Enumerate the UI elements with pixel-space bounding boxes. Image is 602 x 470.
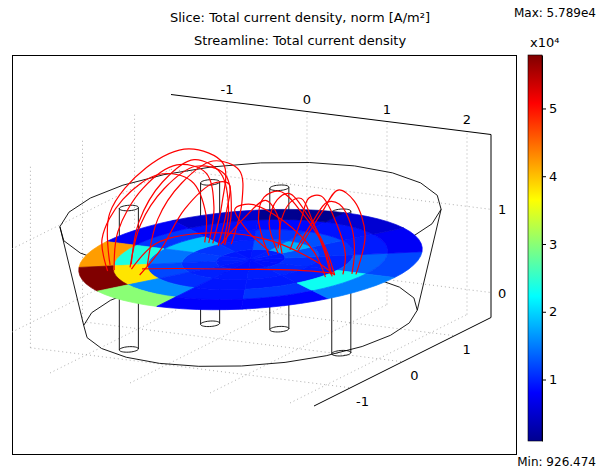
grid-line [467,132,468,315]
chart-container: Slice: Total current density, norm [A/m²… [0,0,602,470]
y-tick-label: 0 [410,368,418,383]
streamline [258,191,332,276]
streamline [114,164,214,270]
grid-line [290,315,467,404]
slice-cell [213,269,249,280]
z-axis-line [491,135,492,318]
chart-svg: Slice: Total current density, norm [A/m²… [0,0,602,470]
slice-cell [251,250,270,260]
colorbar-tick-mark [542,380,546,381]
slice-cell [194,278,247,289]
colorbar-bar [528,55,542,441]
streamline [298,190,365,274]
colorbar: 1 2 3 4 5 x10⁴ Max: 5.789e4 Min: 926.474 [514,6,596,469]
grid-line [171,169,491,209]
slice-cell [157,297,243,310]
axes: -1 0 1 2 0 1 -1 0 1 [171,82,506,409]
domain-outline [60,163,441,367]
subtitle: Streamline: Total current density [194,33,407,48]
streamline [235,204,326,277]
grid-line [83,322,403,362]
grid-line [30,165,31,348]
colorbar-tick: 1 [542,372,557,387]
x-axis-line [171,95,491,135]
streamline [102,174,207,271]
colorbar-axis: 1 2 3 4 5 [542,56,557,442]
slice-cell [173,210,260,228]
y-tick-label: -1 [356,394,369,409]
colorbar-tick: 3 [542,237,557,252]
plot-area [12,102,491,404]
y-tick-label: 1 [462,342,470,357]
colorbar-tick-label: 2 [549,304,557,319]
colorbar-tick: 4 [542,169,557,184]
x-tick-label: 2 [463,112,471,127]
z-tick-label: 1 [498,202,506,217]
grid-line [210,305,387,394]
slice-cell [313,274,395,299]
plot-frame [13,56,517,455]
colorbar-axis-line [542,56,543,442]
streamline [131,233,334,275]
grid [12,102,491,404]
y-axis-line [314,318,491,407]
colorbar-max-label: Max: 5.789e4 [514,6,596,20]
grid-line [130,295,307,384]
colorbar-tick-mark [542,176,546,177]
colorbar-tick-mark [542,312,546,313]
streamlines-above [102,149,365,277]
slice-cell [107,221,189,246]
streamline [269,193,335,275]
colorbar-tick-label: 5 [549,101,557,116]
colorbar-tick-mark [542,244,546,245]
slice-cell [79,242,135,268]
colorbar-tick-mark [542,108,546,109]
colorbar-tick-label: 1 [549,372,557,387]
title: Slice: Total current density, norm [A/m²… [170,10,430,25]
slice-cell [241,291,328,309]
x-tick-label: 1 [383,102,391,117]
colorbar-tick: 5 [542,101,557,116]
electrodes [119,180,351,356]
x-tick-label: -1 [221,82,234,97]
streamline [142,269,333,274]
colorbar-tick-label: 3 [549,237,557,252]
colorbar-tick: 2 [542,304,557,319]
colorbar-min-label: Min: 926.474 [517,455,596,469]
slice-cell [232,260,251,270]
grid-line [30,348,350,388]
grid-line [82,139,83,322]
slice [79,209,422,309]
z-tick-label: 0 [498,286,506,301]
x-tick-label: 0 [303,92,311,107]
streamline [147,161,243,266]
colorbar-tick-label: 4 [549,169,557,184]
slice-cell [366,252,422,278]
colorbar-scale-label: x10⁴ [530,35,559,50]
